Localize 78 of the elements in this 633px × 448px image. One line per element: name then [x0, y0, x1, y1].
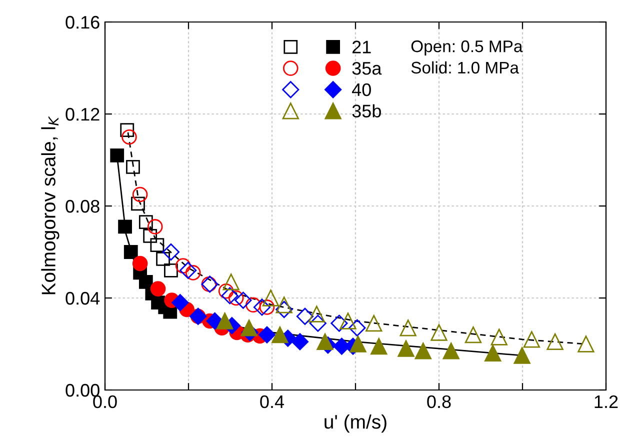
point — [228, 290, 244, 306]
point — [340, 312, 356, 330]
point — [234, 292, 252, 309]
point — [246, 297, 261, 313]
point — [122, 129, 137, 145]
x-tick-label: 0.8 — [427, 395, 451, 408]
point — [131, 196, 145, 211]
point — [398, 340, 414, 357]
point — [172, 294, 189, 312]
point — [414, 342, 432, 360]
point — [124, 245, 138, 259]
point — [442, 342, 460, 360]
point — [240, 320, 258, 336]
point — [150, 238, 164, 252]
legend-label: 35b — [352, 104, 381, 118]
point — [348, 319, 366, 336]
point — [118, 220, 132, 234]
y-tick-label: 0.12 — [66, 108, 100, 121]
point — [514, 347, 530, 364]
point — [253, 298, 271, 316]
point — [206, 312, 224, 330]
point — [138, 274, 153, 289]
point — [164, 263, 178, 278]
point — [120, 123, 134, 138]
x-axis-title: u' (m/s) — [324, 414, 386, 433]
point — [490, 328, 508, 346]
point — [430, 324, 448, 341]
point — [546, 333, 564, 350]
point — [484, 344, 502, 362]
point — [578, 336, 594, 352]
x-tick-label: 1.2 — [594, 395, 618, 408]
point — [309, 314, 326, 332]
x-tick-label: 0.0 — [93, 395, 117, 408]
point — [350, 336, 366, 352]
point — [316, 333, 334, 350]
point — [330, 314, 348, 332]
legend-label: 40 — [352, 83, 371, 96]
point — [400, 320, 416, 336]
y-axis-title: Kolmogorov scale, l$_{K}$ — [41, 116, 60, 294]
point — [262, 290, 280, 306]
point — [180, 262, 197, 279]
annotation: Open: 0.5 MPa — [411, 40, 523, 56]
point — [156, 252, 170, 266]
annotation: Solid: 1.0 MPa — [411, 61, 519, 74]
point — [291, 333, 309, 350]
point — [276, 300, 293, 318]
point — [216, 312, 234, 330]
point — [185, 265, 201, 280]
point — [259, 300, 275, 315]
point — [138, 215, 153, 230]
point — [126, 160, 140, 174]
y-tick-label: 0.04 — [66, 292, 100, 305]
point — [147, 219, 163, 234]
point — [150, 281, 166, 296]
point — [296, 308, 314, 325]
point — [276, 296, 292, 314]
point — [366, 314, 382, 332]
point — [162, 243, 180, 261]
point — [308, 306, 326, 322]
point — [175, 258, 191, 274]
legend-label: 21 — [352, 40, 371, 54]
point — [110, 148, 124, 162]
point — [132, 186, 148, 202]
y-tick-label: 0.00 — [66, 384, 100, 397]
point — [370, 338, 388, 355]
point — [132, 256, 148, 272]
legend-label: 35a — [352, 62, 382, 75]
point — [221, 287, 238, 304]
point — [143, 228, 158, 243]
y-tick-label: 0.16 — [66, 16, 100, 29]
x-tick-label: 0.4 — [260, 395, 284, 408]
point — [222, 274, 240, 290]
point — [218, 283, 234, 299]
point — [272, 326, 288, 344]
point — [464, 326, 482, 344]
point — [258, 326, 276, 344]
y-tick-label: 0.08 — [66, 200, 100, 213]
point — [523, 331, 540, 348]
